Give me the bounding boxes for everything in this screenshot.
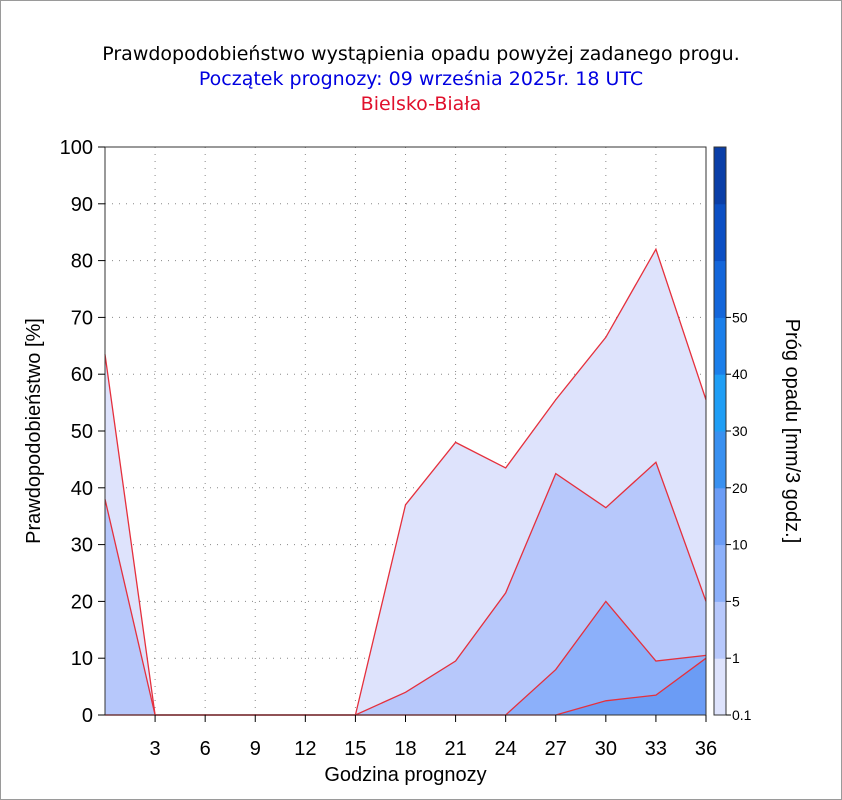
- y-tick-label: 60: [71, 364, 93, 386]
- x-tick-label: 12: [294, 738, 316, 760]
- colorbar-tick-label: 10: [732, 537, 748, 553]
- colorbar-band: [714, 203, 726, 262]
- forecast-start: Początek prognozy: 09 września 2025r. 18…: [198, 68, 644, 90]
- colorbar-band: [714, 544, 726, 602]
- colorbar-band: [714, 374, 726, 432]
- y-tick-label: 80: [71, 251, 93, 273]
- x-tick-label: 6: [200, 738, 211, 760]
- colorbar-tick-label: 40: [732, 366, 748, 382]
- x-tick-label: 24: [495, 738, 517, 760]
- y-tick-label: 10: [71, 648, 93, 670]
- area-threshold-1: [105, 462, 706, 715]
- colorbar-band: [714, 147, 726, 205]
- y-tick-label: 50: [71, 421, 93, 443]
- y-axis-label: Prawdopodobieństwo [%]: [23, 318, 45, 544]
- x-tick-label: 15: [344, 738, 366, 760]
- chart-title: Prawdopodobieństwo wystąpienia opadu pow…: [102, 43, 740, 65]
- y-tick-label: 40: [71, 478, 93, 500]
- colorbar-band: [714, 658, 726, 716]
- y-tick-label: 0: [82, 705, 93, 727]
- y-tick-label: 100: [60, 137, 93, 159]
- y-tick-label: 90: [71, 194, 93, 216]
- x-tick-label: 33: [645, 738, 667, 760]
- x-tick-label: 3: [150, 738, 161, 760]
- colorbar-band: [714, 487, 726, 546]
- y-tick-label: 70: [71, 307, 93, 329]
- colorbar-tick-label: 1: [732, 650, 740, 666]
- colorbar-tick-label: 5: [732, 593, 740, 609]
- x-tick-label: 21: [444, 738, 466, 760]
- colorbar-band: [714, 431, 726, 489]
- x-tick-label: 9: [250, 738, 261, 760]
- colorbar-tick-label: 50: [732, 309, 748, 325]
- y-tick-label: 30: [71, 535, 93, 557]
- y-tick-label: 20: [71, 591, 93, 613]
- location-name: Bielsko-Biała: [360, 93, 482, 115]
- x-tick-label: 36: [695, 738, 717, 760]
- colorbar-band: [714, 260, 726, 318]
- area-threshold-5: [105, 601, 706, 715]
- x-axis-label: Godzina prognozy: [324, 764, 486, 786]
- colorbar-tick-label: 0.1: [732, 707, 752, 723]
- area-threshold-10: [105, 658, 706, 715]
- x-tick-label: 18: [394, 738, 416, 760]
- x-tick-label: 27: [545, 738, 567, 760]
- colorbar-band: [714, 317, 726, 375]
- colorbar-label: Próg opadu [mm/3 godz.]: [781, 319, 803, 544]
- colorbar-tick-label: 30: [732, 423, 748, 439]
- colorbar-band: [714, 601, 726, 659]
- x-tick-label: 30: [595, 738, 617, 760]
- colorbar: 0.1 1 5 10 20 30 40 50 Próg opadu [mm/3 godz.]: [713, 146, 803, 723]
- colorbar-tick-label: 20: [732, 480, 748, 496]
